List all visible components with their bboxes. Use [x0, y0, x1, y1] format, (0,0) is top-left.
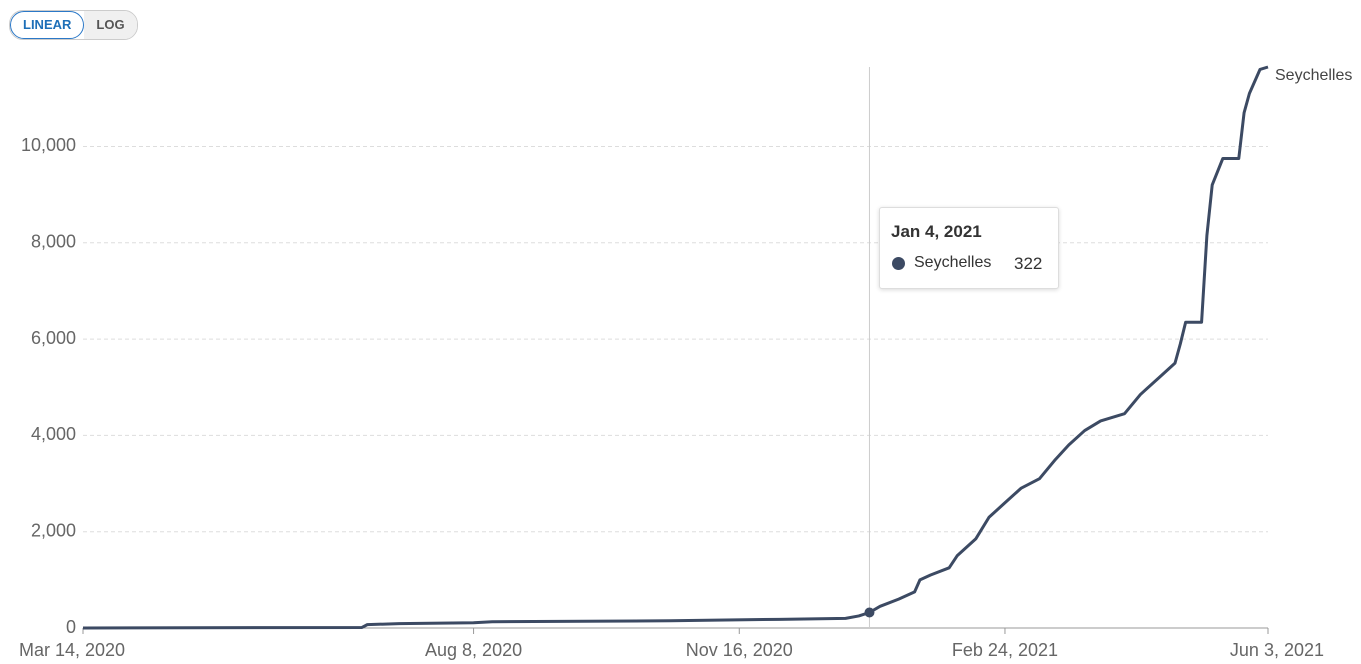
y-tick-label: 2,000	[31, 520, 76, 540]
x-tick-label: Nov 16, 2020	[686, 640, 793, 660]
scale-toggle: LINEAR LOG	[9, 10, 138, 40]
x-tick-label: Mar 14, 2020	[19, 640, 125, 660]
tooltip-value: 322	[1014, 254, 1043, 273]
y-tick-label: 0	[66, 617, 76, 637]
y-tick-label: 10,000	[21, 135, 76, 155]
x-tick-label: Aug 8, 2020	[425, 640, 522, 660]
tooltip-swatch	[892, 257, 905, 270]
y-tick-label: 4,000	[31, 424, 76, 444]
tooltip-series: Seychelles	[914, 254, 992, 271]
log-button[interactable]: LOG	[84, 11, 137, 39]
x-tick-label: Feb 24, 2021	[952, 640, 1058, 660]
linear-button[interactable]: LINEAR	[10, 11, 85, 39]
x-tick-label: Jun 3, 2021	[1230, 640, 1324, 660]
y-tick-label: 6,000	[31, 328, 76, 348]
y-tick-label: 8,000	[31, 232, 76, 252]
series-line	[82, 65, 1269, 630]
hover-point	[864, 607, 875, 618]
tooltip-date: Jan 4, 2021	[891, 222, 982, 241]
tooltip: Jan 4, 2021 Seychelles 322	[879, 207, 1059, 289]
series-label: Seychelles	[1275, 67, 1352, 84]
